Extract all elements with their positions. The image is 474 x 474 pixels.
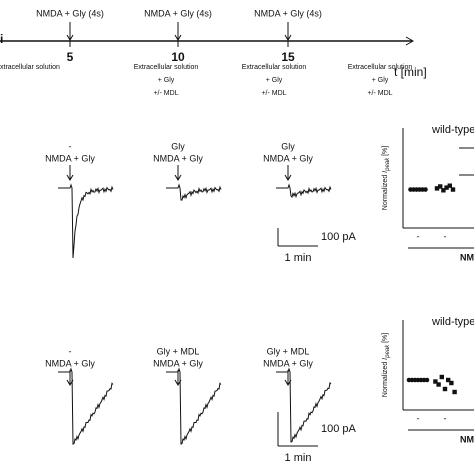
y-label-subscript: peak: [385, 157, 391, 172]
current-trace: [58, 183, 114, 259]
x-tick-label: -: [417, 231, 420, 241]
data-point: [442, 386, 448, 392]
data-point: [439, 374, 444, 380]
time-label: 5: [67, 50, 74, 64]
group-label: NMDA: [460, 434, 474, 444]
current-trace: [276, 367, 332, 443]
data-point: [423, 187, 428, 192]
scale-time-label: 1 min: [285, 252, 312, 264]
scale-current-label: 100 pA: [321, 231, 357, 243]
arrow-head: [174, 174, 182, 181]
solution-label: +/- MDL: [367, 90, 392, 97]
data-point: [452, 389, 457, 395]
plot-title: wild-type: [431, 316, 474, 328]
data-point: [438, 184, 443, 189]
condition-label: NMDA + Gly: [263, 358, 313, 368]
solution-label: Extracellular solution: [134, 64, 199, 71]
data-point: [447, 183, 452, 188]
condition-label: NMDA + Gly: [45, 358, 95, 368]
y-label-subscript: peak: [385, 344, 391, 359]
data-point: [424, 377, 430, 383]
scale-current-label: 100 pA: [321, 423, 357, 435]
condition-label: NMDA + Gly: [153, 358, 203, 368]
y-label-symbol: I: [382, 171, 389, 173]
solution-label: + Gly: [372, 77, 389, 84]
arrow-head: [284, 34, 292, 41]
y-axis-label: Normalized Ipeak [%]: [382, 333, 391, 397]
y-label-unit: [%]: [382, 333, 389, 345]
stimulus-label: NMDA + Gly (4s): [144, 8, 212, 18]
time-arrow: [405, 36, 415, 46]
stimulus-label: NMDA + Gly (4s): [36, 8, 104, 18]
y-label-text: Normalized: [382, 360, 389, 397]
data-point: [444, 185, 449, 190]
panel-letter: i: [0, 32, 3, 46]
data-point: [433, 379, 438, 384]
x-tick-label: -: [444, 413, 447, 423]
condition-label: Gly + MDL: [157, 346, 200, 356]
solution-label: Extracellular solution: [348, 64, 413, 71]
current-trace: [166, 367, 222, 445]
data-point: [434, 186, 440, 191]
stimulus-label: NMDA + Gly (4s): [254, 8, 322, 18]
data-point: [446, 377, 451, 383]
condition-label: Gly + MDL: [267, 346, 310, 356]
data-point: [441, 188, 446, 193]
scale-time-label: 1 min: [285, 452, 312, 464]
solution-label: + Gly: [266, 77, 283, 84]
condition-label: Gly: [281, 141, 295, 151]
solution-label: + Gly: [158, 77, 175, 84]
condition-label: NMDA + Gly: [45, 153, 95, 163]
time-axis-label: t [min]: [394, 65, 427, 79]
condition-label: NMDA + Gly: [153, 153, 203, 163]
time-label: 10: [171, 50, 185, 64]
y-label-text: Normalized: [382, 173, 389, 210]
data-point: [450, 187, 456, 192]
arrow-head: [284, 174, 292, 181]
current-trace: [166, 183, 222, 201]
solution-label: Extracellular solution: [242, 64, 307, 71]
current-trace: [276, 183, 332, 199]
arrow-head: [66, 34, 74, 41]
plot-title: wild-type: [431, 124, 474, 136]
data-point: [449, 380, 454, 386]
group-label: NMDA: [460, 252, 474, 262]
y-label-unit: [%]: [382, 146, 389, 158]
arrow-head: [66, 174, 74, 181]
current-trace: [58, 367, 114, 445]
solution-label: +/- MDL: [261, 90, 286, 97]
data-point: [436, 382, 441, 387]
y-axis-label: Normalized Ipeak [%]: [382, 146, 391, 210]
arrow-head: [174, 34, 182, 41]
condition-label: Gly: [171, 141, 185, 151]
condition-label: NMDA + Gly: [263, 153, 313, 163]
y-label-symbol: I: [382, 358, 389, 360]
solution-label: +/- MDL: [153, 90, 178, 97]
time-label: 15: [281, 50, 295, 64]
x-tick-label: -: [417, 413, 420, 423]
condition-label: -: [69, 141, 72, 151]
x-tick-label: -: [444, 231, 447, 241]
condition-label: -: [69, 346, 72, 356]
solution-label: xtracellular solution: [0, 64, 60, 71]
